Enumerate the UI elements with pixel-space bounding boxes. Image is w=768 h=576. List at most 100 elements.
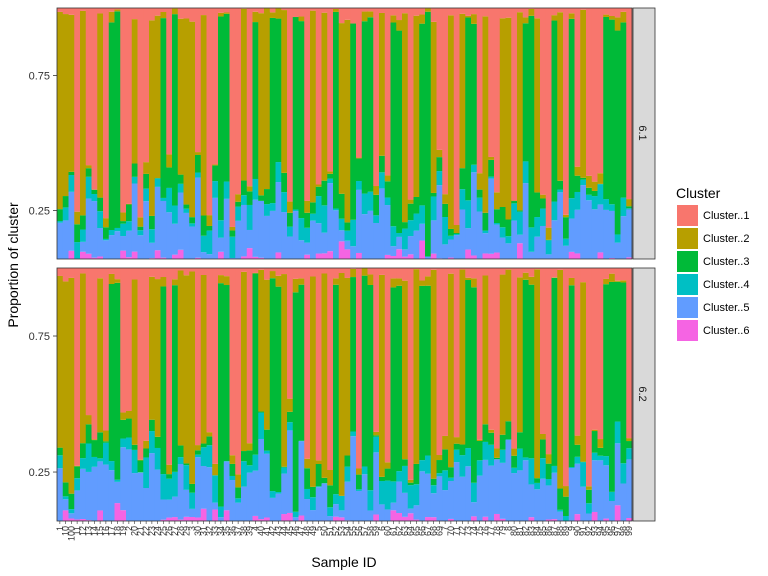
bar-segment-65-cluster-5	[413, 505, 420, 520]
bar-segment-99-cluster-5	[626, 459, 633, 518]
bar-segment-41-cluster-3	[264, 429, 271, 451]
bar-segment-31-cluster-6	[200, 508, 207, 521]
bar-segment-24-cluster-1	[154, 268, 161, 280]
bar-segment-89-cluster-4	[563, 238, 570, 246]
x-tick-label: 40	[256, 526, 266, 536]
x-tick-label: 66	[417, 526, 427, 536]
bar-segment-3-cluster-1	[189, 268, 196, 272]
bar-segment-27-cluster-5	[172, 223, 179, 255]
bar-segment-37-cluster-2	[235, 194, 242, 202]
bar-segment-39-cluster-3	[246, 191, 253, 205]
bar-segment-66-cluster-5	[419, 471, 426, 521]
bar-segment-89-cluster-3	[563, 217, 570, 239]
x-axis-title: Sample ID	[311, 554, 376, 570]
bar-segment-9-cluster-3	[568, 285, 575, 468]
bar-segment-37-cluster-3	[235, 201, 242, 207]
bar-segment-10-cluster-5	[62, 220, 69, 259]
bar-segment-2-cluster-5	[126, 449, 133, 521]
bar-segment-17-cluster-2	[108, 273, 115, 284]
bar-segment-92-cluster-5	[586, 200, 593, 259]
bar-segment-12-cluster-4	[80, 458, 87, 469]
x-tick-label: 79	[498, 526, 508, 536]
bar-segment-3-cluster-2	[189, 271, 196, 484]
bar-segment-64-cluster-4	[407, 220, 414, 237]
bar-segment-88-cluster-2	[557, 12, 564, 181]
bar-segment-87-cluster-4	[551, 465, 558, 473]
bar-segment-93-cluster-4	[591, 452, 598, 461]
bar-segment-98-cluster-4	[620, 463, 627, 484]
bar-segment-33-cluster-4	[212, 475, 219, 503]
bar-segment-99-cluster-4	[626, 208, 633, 210]
x-tick-label: 26	[164, 526, 174, 536]
bar-segment-35-cluster-5	[223, 198, 230, 259]
bar-segment-26-cluster-2	[166, 464, 173, 475]
bar-segment-91-cluster-4	[580, 462, 587, 487]
x-tick-label: 90	[572, 526, 582, 536]
bar-segment-63-cluster-4	[402, 465, 409, 493]
bar-segment-36-cluster-2	[229, 226, 236, 231]
bar-segment-49-cluster-2	[310, 10, 317, 203]
bar-segment-54-cluster-1	[344, 8, 351, 20]
bar-segment-86-cluster-2	[545, 454, 552, 464]
x-tick-label: 49	[308, 526, 318, 536]
bar-segment-31-cluster-4	[200, 235, 207, 253]
bar-segment-97-cluster-1	[614, 268, 621, 281]
bar-segment-53-cluster-6	[338, 241, 345, 259]
bar-segment-54-cluster-5	[344, 481, 351, 521]
bar-segment-10-cluster-6	[62, 510, 69, 521]
bar-segment-91-cluster-4	[580, 179, 587, 186]
bar-segment-86-cluster-6	[545, 519, 552, 521]
bar-segment-35-cluster-3	[223, 13, 230, 182]
bar-segment-38-cluster-4	[241, 461, 248, 487]
bar-segment-21-cluster-3	[137, 460, 144, 473]
bar-segment-40-cluster-6	[258, 257, 265, 259]
bar-segment-74-cluster-4	[471, 164, 478, 173]
bar-segment-20-cluster-4	[131, 176, 138, 184]
bar-segment-1-cluster-3	[57, 209, 64, 222]
bar-segment-9-cluster-6	[568, 251, 575, 259]
bar-segment-29-cluster-3	[183, 204, 190, 209]
bar-segment-21-cluster-2	[137, 459, 144, 461]
facet-panel-6-1	[56, 7, 633, 260]
bar-segment-24-cluster-4	[154, 447, 161, 470]
bar-segment-54-cluster-4	[344, 230, 351, 241]
bar-segment-6-cluster-5	[379, 504, 386, 521]
bar-segment-30-cluster-1	[195, 268, 202, 446]
bar-segment-38-cluster-2	[241, 271, 248, 452]
bar-segment-64-cluster-3	[407, 482, 414, 486]
bar-segment-18-cluster-1	[114, 268, 121, 280]
bar-segment-65-cluster-6	[413, 519, 420, 521]
bar-segment-85-cluster-2	[540, 194, 547, 199]
x-tick-label: 21	[135, 526, 145, 536]
bar-segment-41-cluster-5	[264, 215, 271, 259]
x-tick-label: 19	[118, 526, 128, 536]
bar-segment-68-cluster-3	[430, 192, 437, 197]
bar-segment-57-cluster-2	[361, 268, 368, 276]
bar-segment-84-cluster-2	[534, 18, 541, 193]
bar-segment-25-cluster-2	[160, 277, 167, 287]
bar-segment-71-cluster-4	[453, 449, 460, 463]
bar-segment-84-cluster-3	[534, 192, 541, 218]
bar-segment-79-cluster-2	[499, 274, 506, 435]
legend-key-cluster-2	[677, 228, 698, 249]
x-tick-label: 39	[245, 526, 255, 536]
bar-segment-4-cluster-1	[252, 268, 259, 273]
x-tick-label: 67	[423, 526, 433, 536]
bar-segment-50-cluster-2	[321, 273, 328, 478]
bar-segment-96-cluster-5	[609, 210, 616, 259]
x-tick-label: 25	[158, 526, 168, 536]
bar-segment-79-cluster-3	[499, 434, 506, 450]
bar-segment-42-cluster-2	[269, 271, 276, 279]
bar-segment-74-cluster-4	[471, 482, 478, 503]
bar-segment-18-cluster-5	[114, 481, 121, 504]
bar-segment-23-cluster-2	[149, 20, 156, 216]
bar-segment-63-cluster-1	[402, 268, 409, 281]
bar-segment-56-cluster-2	[356, 468, 363, 475]
bar-segment-60-cluster-5	[384, 205, 391, 255]
bar-segment-4-cluster-1	[252, 8, 259, 12]
bar-segment-15-cluster-3	[97, 432, 104, 459]
bar-segment-77-cluster-2	[488, 429, 495, 433]
bar-segment-50-cluster-4	[321, 205, 328, 233]
bar-segment-53-cluster-5	[338, 510, 345, 518]
bar-segment-86-cluster-3	[545, 463, 552, 480]
